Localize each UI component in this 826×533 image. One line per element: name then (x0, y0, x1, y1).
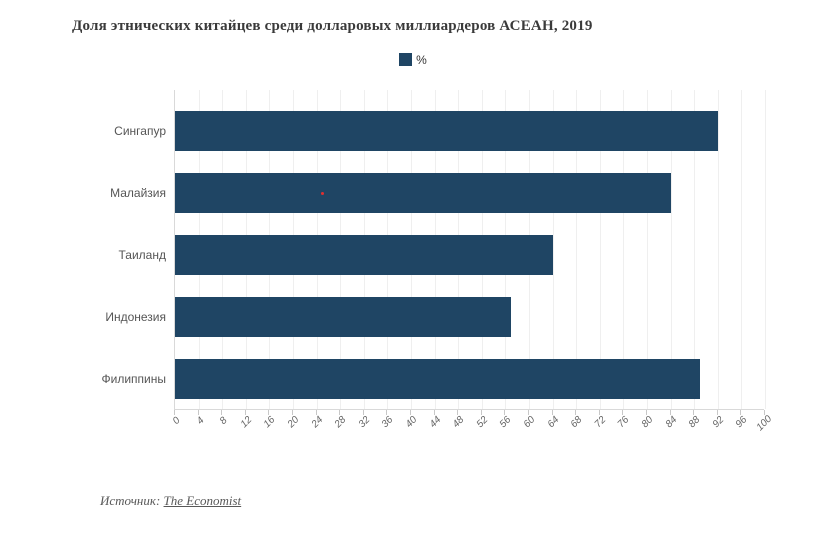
xtick-label: 72 (593, 414, 609, 430)
xtick-label: 24 (309, 414, 325, 430)
bar (175, 173, 671, 213)
bar (175, 297, 511, 337)
gridline (765, 90, 766, 409)
legend: % (0, 53, 826, 67)
xtick-label: 88 (687, 414, 703, 430)
bar (175, 111, 718, 151)
gridline (741, 90, 742, 409)
y-axis-label: Индонезия (64, 310, 166, 324)
xtick-label: 96 (734, 414, 750, 430)
xtick-label: 40 (404, 414, 420, 430)
xtick-label: 56 (498, 414, 514, 430)
xtick-label: 84 (663, 414, 679, 430)
source-line: Источник: The Economist (100, 493, 241, 509)
chart-area: 0481216202428323640444852566064687276808… (64, 90, 784, 450)
legend-label: % (416, 53, 427, 67)
marker-dot (321, 192, 324, 195)
xtick-label: 92 (711, 414, 727, 430)
plot-area (174, 90, 764, 410)
xtick-label: 4 (194, 415, 206, 427)
xtick-label: 12 (239, 414, 255, 430)
xtick-label: 64 (545, 414, 561, 430)
xtick-label: 32 (357, 414, 373, 430)
y-axis-label: Таиланд (64, 248, 166, 262)
xtick-label: 8 (218, 415, 230, 427)
source-name: The Economist (164, 493, 242, 508)
xtick-label: 16 (262, 414, 278, 430)
source-prefix: Источник: (100, 493, 164, 508)
xtick-label: 68 (569, 414, 585, 430)
xtick-label: 100 (755, 414, 775, 434)
chart-title: Доля этнических китайцев среди долларовы… (0, 0, 826, 35)
xtick-label: 80 (640, 414, 656, 430)
xtick-label: 36 (380, 414, 396, 430)
xtick-label: 48 (451, 414, 467, 430)
bar (175, 359, 700, 399)
bar (175, 235, 553, 275)
legend-swatch (399, 53, 412, 66)
xtick-label: 0 (171, 415, 183, 427)
xtick-label: 60 (522, 414, 538, 430)
xtick-label: 44 (427, 414, 443, 430)
y-axis-label: Филиппины (64, 372, 166, 386)
xtick-label: 20 (286, 414, 302, 430)
gridline (718, 90, 719, 409)
y-axis-label: Сингапур (64, 124, 166, 138)
xtick-label: 76 (616, 414, 632, 430)
xtick-label: 28 (333, 414, 349, 430)
xtick-label: 52 (475, 414, 491, 430)
y-axis-label: Малайзия (64, 186, 166, 200)
